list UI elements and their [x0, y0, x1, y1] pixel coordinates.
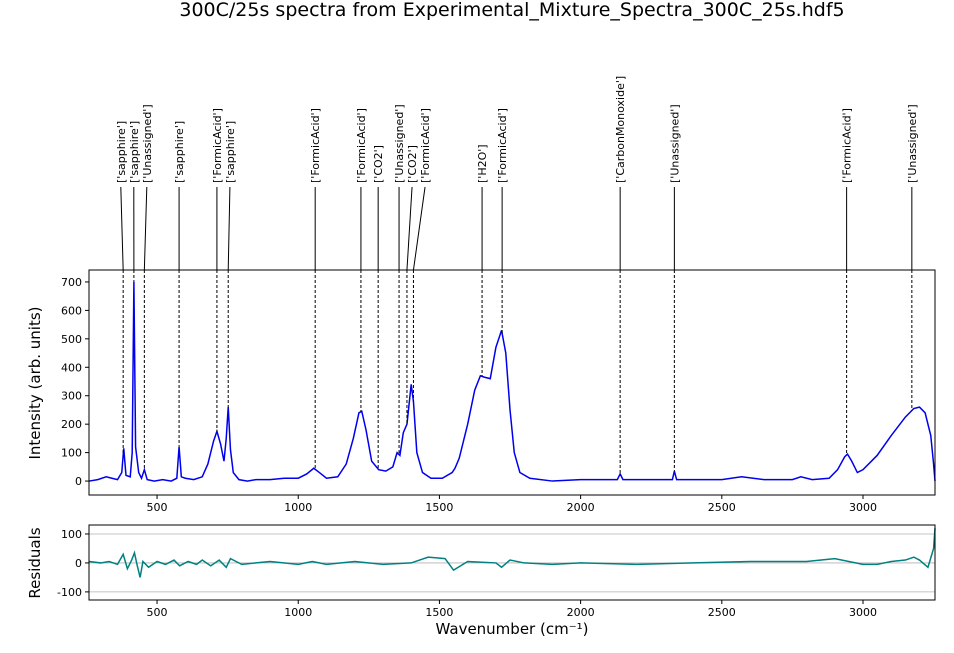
- x-tick-label: 3000: [849, 501, 877, 514]
- annotation-label: ['sapphire']: [173, 121, 186, 183]
- annotation-leader: [121, 187, 123, 270]
- x-tick-label: 1500: [425, 501, 453, 514]
- annotation-label: ['sapphire']: [128, 121, 141, 183]
- y-tick-label: 300: [61, 390, 82, 403]
- y-tick-label: 600: [61, 304, 82, 317]
- annotation-leader: [413, 187, 425, 270]
- annotation-label: ['CarbonMonoxide']: [614, 76, 627, 183]
- y-axis-label: Intensity (arb. units): [26, 306, 44, 459]
- annotation-label: ['FormicAcid']: [496, 108, 509, 183]
- annotation-leader: [228, 187, 230, 270]
- spectrum-line: [89, 528, 935, 577]
- x-tick-label: 1000: [284, 606, 312, 619]
- annotation-label: ['sapphire']: [224, 121, 237, 183]
- y-axis-label: Residuals: [26, 527, 44, 598]
- annotation-label: ['CO2']: [372, 145, 385, 183]
- annotation-label: ['Unassigned']: [393, 104, 406, 183]
- annotation-label: ['Unassigned']: [906, 104, 919, 183]
- annotation-label: ['CO2']: [406, 145, 419, 183]
- annotation-label: ['sapphire']: [115, 121, 128, 183]
- x-tick-label: 2500: [708, 501, 736, 514]
- x-tick-label: 1500: [425, 606, 453, 619]
- annotation-label: ['Unassigned']: [668, 104, 681, 183]
- chart-title: 300C/25s spectra from Experimental_Mixtu…: [179, 0, 844, 21]
- annotation-label: ['FormicAcid']: [355, 108, 368, 183]
- y-tick-label: -100: [57, 586, 82, 599]
- annotation-leader: [144, 187, 146, 270]
- x-tick-label: 500: [147, 606, 168, 619]
- spectrum-line: [89, 282, 935, 481]
- y-tick-label: 100: [61, 528, 82, 541]
- y-tick-label: 0: [75, 475, 82, 488]
- annotation-label: ['FormicAcid']: [309, 108, 322, 183]
- annotation-label: ['H2O']: [476, 144, 489, 183]
- y-tick-label: 400: [61, 361, 82, 374]
- x-tick-label: 2000: [567, 606, 595, 619]
- y-tick-label: 700: [61, 276, 82, 289]
- x-tick-label: 2000: [567, 501, 595, 514]
- y-tick-label: 500: [61, 333, 82, 346]
- annotation-label: ['FormicAcid']: [419, 108, 432, 183]
- y-tick-label: 0: [75, 557, 82, 570]
- y-tick-label: 200: [61, 418, 82, 431]
- annotation-leader: [407, 187, 412, 270]
- x-tick-label: 2500: [708, 606, 736, 619]
- y-tick-label: 100: [61, 447, 82, 460]
- x-tick-label: 3000: [849, 606, 877, 619]
- x-tick-label: 1000: [284, 501, 312, 514]
- annotation-label: ['Unassigned']: [141, 104, 154, 183]
- annotation-label: ['FormicAcid']: [211, 108, 224, 183]
- x-tick-label: 500: [147, 501, 168, 514]
- x-axis-label: Wavenumber (cm⁻¹): [436, 620, 589, 638]
- axes-frame: [89, 270, 935, 495]
- annotation-label: ['FormicAcid']: [841, 108, 854, 183]
